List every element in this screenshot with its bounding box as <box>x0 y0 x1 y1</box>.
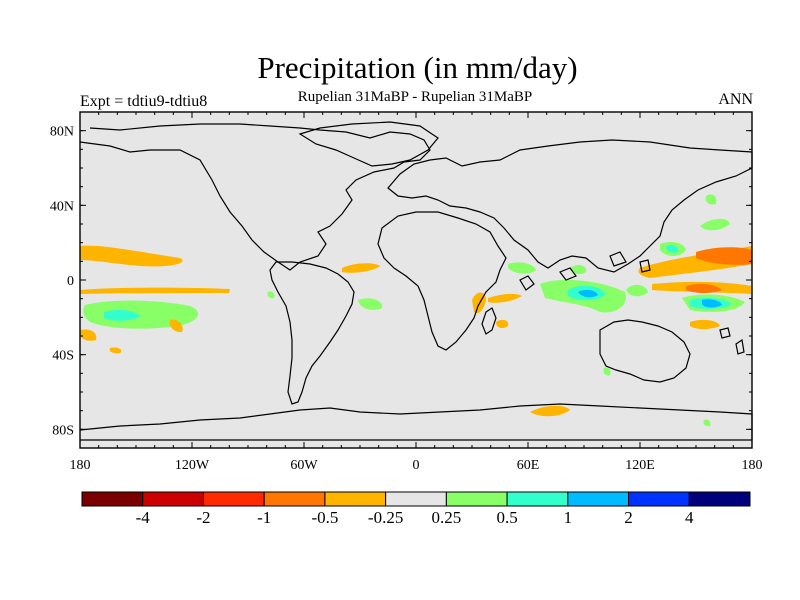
anomaly-patch <box>686 283 722 293</box>
lon-label: 60E <box>517 458 540 473</box>
map-background <box>80 112 752 448</box>
colorbar-swatch <box>263 491 326 507</box>
lon-label: 120W <box>175 458 210 473</box>
coastline-south-america <box>269 261 355 405</box>
anomaly-patch <box>488 293 522 303</box>
lon-label: 180 <box>742 458 763 473</box>
coastline-greenland <box>298 121 439 167</box>
colorbar-swatch <box>142 491 204 507</box>
anomaly-patch <box>109 347 122 354</box>
lon-label: 60W <box>290 458 318 473</box>
anomaly-patch <box>578 289 598 298</box>
colorbar-swatch <box>385 491 447 507</box>
colorbar-swatch <box>506 491 569 507</box>
anomaly-patch <box>700 218 730 231</box>
coastline-australia <box>599 319 691 383</box>
anomaly-patch <box>603 367 611 376</box>
coastline-islands <box>519 251 745 355</box>
lon-label: 0 <box>413 458 420 473</box>
colorbar-labels: -4 -2 -1 -0.5 -0.25 0.25 0.5 1 2 4 <box>136 508 694 527</box>
coastline-africa <box>377 211 507 351</box>
coastline-eurasia <box>387 139 753 273</box>
anomaly-patch <box>83 300 199 329</box>
axis-tick-labels: 80N 40N 0 40S 80S 180 120W 60W 0 60E 120E 180 <box>50 125 763 473</box>
anomaly-patch <box>267 291 275 299</box>
anomaly-patch <box>342 263 380 273</box>
axis-ticks <box>79 111 753 449</box>
anomaly-patch <box>703 419 711 427</box>
lat-label: 80S <box>52 423 74 438</box>
lon-label: 180 <box>70 458 91 473</box>
experiment-label: Expt = tdtiu9-tdtiu8 <box>80 93 208 110</box>
colorbar-label: 0.25 <box>431 508 461 527</box>
lat-label: 40S <box>52 349 74 364</box>
anomaly-patch <box>666 244 679 253</box>
colorbar-label: 0.5 <box>496 508 517 527</box>
colorbar-label: -2 <box>196 508 210 527</box>
map-title: Precipitation (in mm/day) <box>257 50 578 85</box>
coastline-north-america <box>79 123 431 271</box>
anomaly-patch <box>104 309 140 321</box>
colorbar <box>81 491 751 507</box>
lat-label: 80N <box>50 125 74 140</box>
colorbar-label: -4 <box>136 508 151 527</box>
coastline-antarctica <box>79 403 753 441</box>
colorbar-swatch <box>567 491 630 507</box>
colorbar-label: 2 <box>624 508 633 527</box>
coastlines <box>79 121 753 441</box>
anomaly-patch <box>696 247 752 265</box>
lat-label: 0 <box>67 274 74 289</box>
precip-anomaly-layer <box>80 194 752 427</box>
colorbar-label: -0.25 <box>368 508 403 527</box>
anomaly-patch <box>702 299 722 308</box>
colorbar-swatch <box>81 491 144 507</box>
anomaly-patch <box>570 265 587 275</box>
colorbar-swatch <box>688 491 751 507</box>
map-subtitle: Rupelian 31MaBP - Rupelian 31MaBP <box>297 89 533 105</box>
anomaly-patch <box>80 287 230 294</box>
anomaly-patch <box>626 284 648 297</box>
colorbar-label: -0.5 <box>311 508 338 527</box>
colorbar-swatch <box>445 491 508 507</box>
anomaly-patch <box>80 245 183 267</box>
colorbar-swatch <box>202 491 265 507</box>
anomaly-patch <box>80 329 97 341</box>
colorbar-swatch <box>324 491 387 507</box>
anomaly-patch <box>496 319 509 329</box>
anomaly-patch <box>358 298 383 310</box>
colorbar-label: 4 <box>685 508 694 527</box>
lat-label: 40N <box>50 199 74 214</box>
lon-label: 120E <box>625 458 655 473</box>
anomaly-patch <box>169 319 183 333</box>
anomaly-patch <box>508 262 536 274</box>
anomaly-patch <box>705 194 717 205</box>
colorbar-label: 1 <box>564 508 573 527</box>
colorbar-label: -1 <box>257 508 271 527</box>
colorbar-swatch <box>628 491 690 507</box>
coastline-madagascar <box>481 307 497 335</box>
season-label: ANN <box>718 91 753 108</box>
anomaly-patch <box>530 405 570 417</box>
anomaly-patch <box>690 319 720 329</box>
